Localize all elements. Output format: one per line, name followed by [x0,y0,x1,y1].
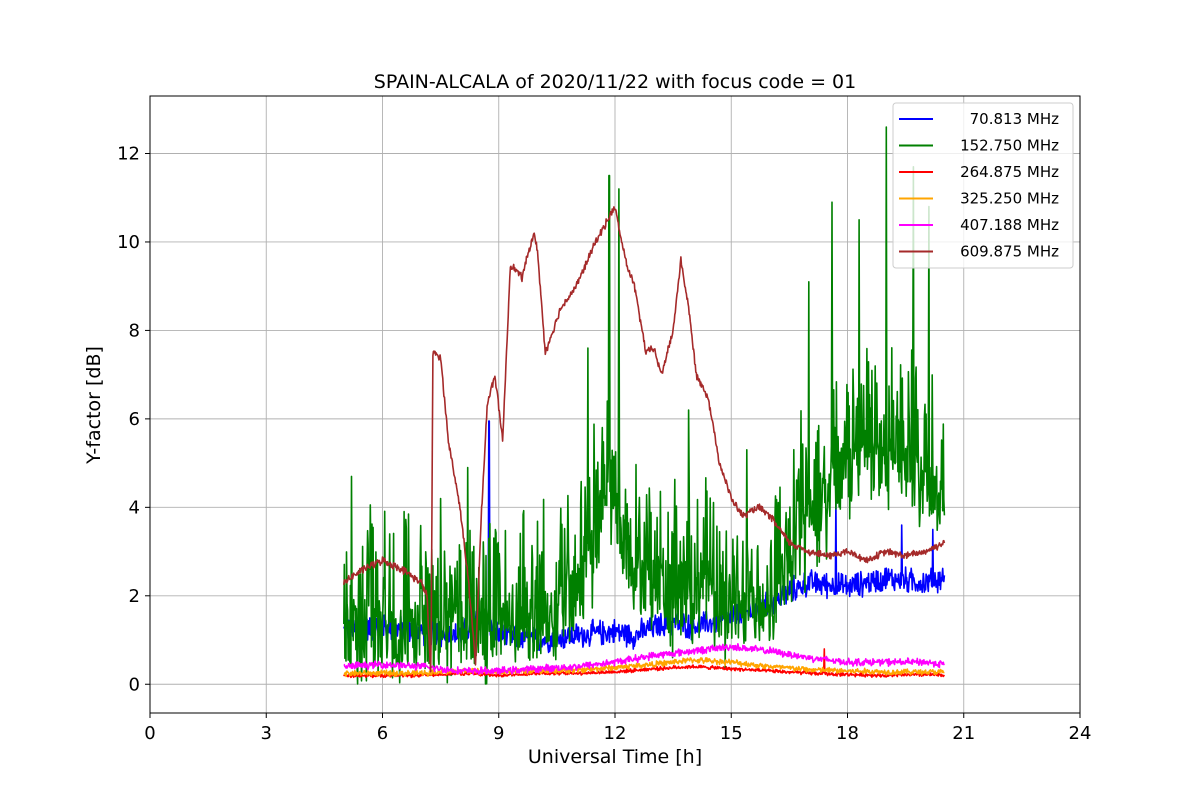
y-tick-label: 2 [129,586,140,607]
x-tick-label: 3 [261,723,272,744]
y-axis-label: Y-factor [dB] [83,346,105,465]
legend-entry-label: 264.875 MHz [960,163,1059,181]
legend-entry-label: 325.250 MHz [960,190,1059,208]
y-tick-label: 8 [129,320,140,341]
series-line-2 [343,648,946,679]
x-axis-label: Universal Time [h] [528,746,702,768]
x-tick-label: 15 [720,723,743,744]
legend-entry-label: 70.813 MHz [970,110,1059,128]
legend-box [892,102,1074,269]
y-tick-label: 6 [129,409,140,430]
x-tick-label: 24 [1069,723,1092,744]
y-axis: 0 2 4 6 8 10 12 [117,143,150,695]
data-series [343,126,946,685]
series-line-5 [343,206,946,673]
x-axis: 0 3 6 9 12 15 18 21 24 [144,713,1091,744]
series-line-4 [343,643,945,676]
y-tick-label: 0 [129,674,140,695]
x-tick-label: 12 [604,723,627,744]
y-tick-label: 10 [117,232,140,253]
legend-entry-label: 152.750 MHz [960,137,1059,155]
legend-entry-label: 407.188 MHz [960,216,1059,234]
chart-title: SPAIN-ALCALA of 2020/11/22 with focus co… [374,71,856,93]
x-tick-label: 18 [836,723,859,744]
x-tick-label: 9 [493,723,504,744]
x-tick-label: 21 [952,723,975,744]
legend-entry-label: 609.875 MHz [960,243,1059,261]
series-line-1 [343,126,946,685]
x-tick-label: 6 [377,723,388,744]
legend: 70.813 MHz 152.750 MHz 264.875 MHz 325.250 … [892,102,1074,269]
y-tick-label: 4 [129,497,140,518]
x-tick-label: 0 [144,723,155,744]
y-tick-label: 12 [117,143,140,164]
